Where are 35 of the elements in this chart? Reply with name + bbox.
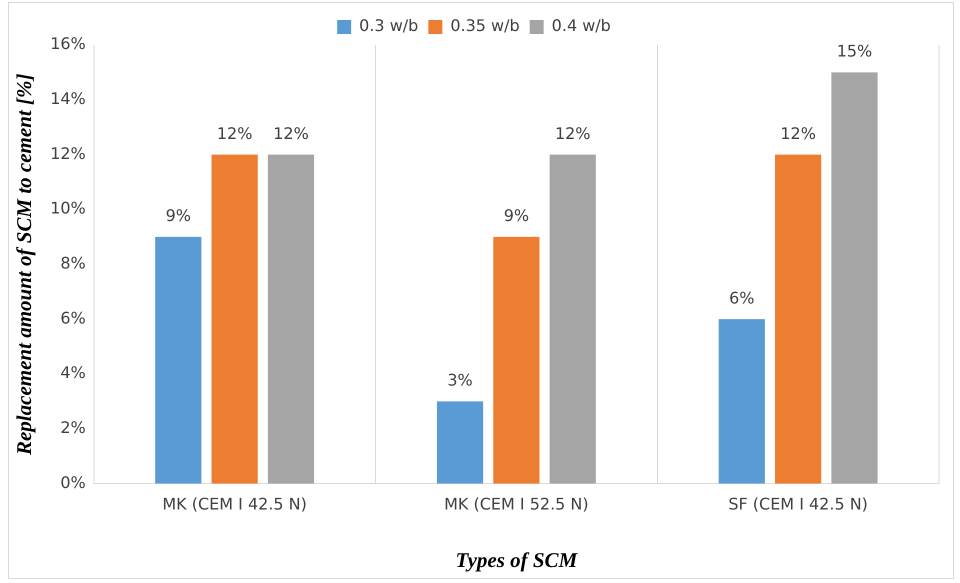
x-axis-title: Types of SCM (456, 548, 579, 572)
bar (268, 154, 314, 484)
y-tick-label: 6% (60, 308, 86, 328)
y-tick-label: 12% (50, 144, 86, 163)
y-tick-label: 2% (60, 418, 86, 437)
data-label: 6% (729, 288, 754, 308)
data-label: 12% (273, 124, 309, 143)
data-label: 9% (504, 206, 530, 226)
data-label: 9% (166, 206, 191, 226)
y-tick-label: 0% (60, 472, 86, 492)
data-label: 12% (216, 124, 252, 143)
y-tick-label: 14% (50, 88, 86, 108)
data-label: 15% (836, 42, 872, 61)
bar (212, 154, 258, 484)
bar (550, 154, 596, 484)
y-tick-label: 16% (50, 34, 86, 54)
bar (831, 72, 878, 484)
legend-label: 0.3 w/b (359, 16, 418, 36)
bar (493, 236, 540, 484)
data-label: 12% (554, 124, 591, 143)
y-tick-label: 10% (50, 198, 86, 218)
data-label: 12% (780, 124, 816, 143)
bar (155, 236, 202, 484)
y-tick-label: 8% (60, 253, 86, 272)
data-label: 3% (447, 370, 473, 390)
y-axis-title: Replacement amount of SCM to cement [%] (12, 74, 36, 456)
x-tick-label: MK (CEM I 42.5 N) (162, 494, 307, 514)
bar (775, 154, 822, 484)
x-tick-label: MK (CEM I 52.5 N) (444, 494, 589, 514)
legend-label: 0.4 w/b (552, 16, 611, 36)
bar (718, 319, 765, 484)
legend-label: 0.35 w/b (450, 16, 520, 36)
bar (436, 401, 484, 484)
y-tick-label: 4% (60, 363, 86, 382)
x-tick-label: SF (CEM I 42.5 N) (728, 494, 868, 514)
